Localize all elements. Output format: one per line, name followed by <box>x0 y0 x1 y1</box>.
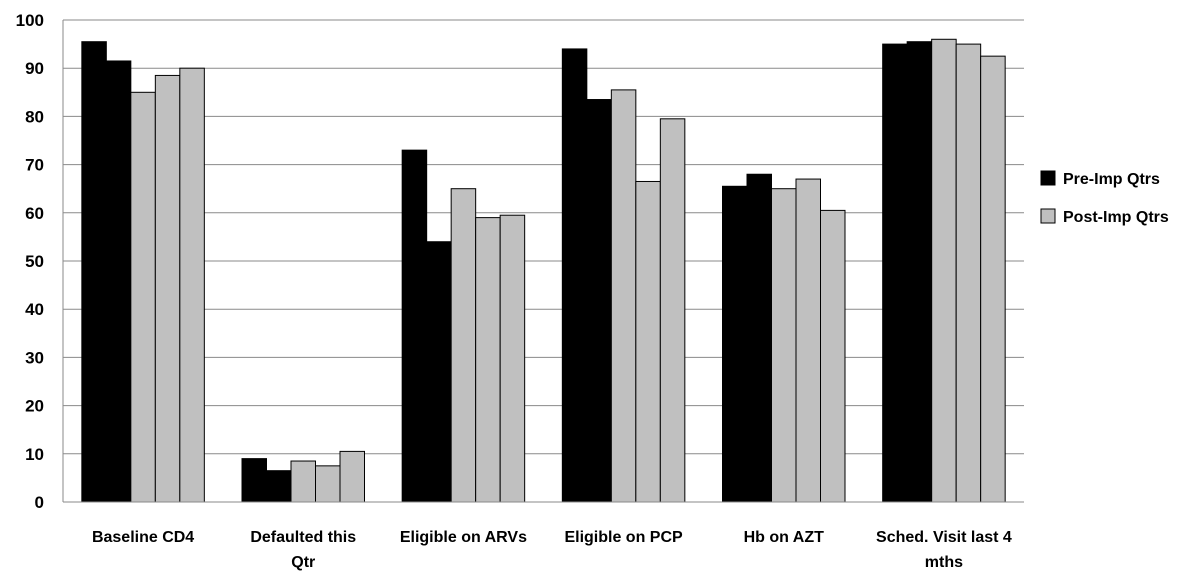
y-tick-label: 30 <box>25 348 44 367</box>
y-tick-label: 10 <box>25 445 44 464</box>
bar <box>820 209 846 503</box>
y-tick-label: 80 <box>25 107 44 126</box>
legend-swatch <box>1040 170 1056 186</box>
category-label: Qtr <box>291 554 315 571</box>
bar <box>475 217 501 503</box>
category-label: Sched. Visit last 4 <box>876 529 1012 546</box>
bar <box>179 67 205 503</box>
y-tick-label: 0 <box>35 493 44 512</box>
category-label: mths <box>925 554 963 571</box>
bar <box>339 450 365 503</box>
gridlines <box>63 19 1024 455</box>
bar <box>266 470 292 503</box>
axes <box>62 20 1024 503</box>
y-tick-label: 50 <box>25 252 44 271</box>
y-tick-label: 20 <box>25 397 44 416</box>
y-tick-label: 70 <box>25 156 44 175</box>
bar <box>722 185 748 503</box>
legend: Pre-Imp Qtrs Post-Imp Qtrs <box>1040 170 1169 226</box>
y-tick-label: 40 <box>25 300 44 319</box>
bar <box>290 460 316 503</box>
bar <box>401 149 428 503</box>
bar <box>450 188 477 503</box>
category-label: Eligible on ARVs <box>400 529 527 546</box>
bar <box>955 43 982 503</box>
bar <box>130 91 156 503</box>
y-tick-label: 100 <box>16 11 44 30</box>
bar <box>105 60 132 503</box>
bar <box>586 99 612 503</box>
bar <box>81 41 107 503</box>
bar <box>659 118 686 503</box>
bar <box>499 214 526 503</box>
bar <box>931 38 957 503</box>
bar <box>635 180 661 503</box>
bar <box>561 48 588 503</box>
bar <box>426 241 452 503</box>
bar <box>746 173 772 503</box>
bar <box>795 178 821 503</box>
bar <box>315 465 341 503</box>
y-axis-ticks: 0 10 20 30 40 50 60 70 80 90 100 <box>16 11 44 512</box>
bar <box>241 458 267 503</box>
category-label: Baseline CD4 <box>92 529 194 546</box>
category-labels: Baseline CD4 Defaulted this Qtr Eligible on… <box>92 529 1012 571</box>
bar <box>771 188 797 503</box>
bar <box>980 55 1006 503</box>
category-label: Defaulted this <box>250 529 356 546</box>
legend-label: Pre-Imp Qtrs <box>1063 171 1160 188</box>
y-tick-label: 90 <box>25 59 44 78</box>
bar <box>154 74 181 503</box>
legend-swatch <box>1040 208 1056 224</box>
y-tick-label: 60 <box>25 204 44 223</box>
bars <box>81 38 1006 503</box>
category-label: Eligible on PCP <box>564 529 683 546</box>
bar <box>882 43 908 503</box>
category-label: Hb on AZT <box>744 529 825 546</box>
bar <box>906 41 933 503</box>
bar <box>610 89 637 503</box>
legend-label: Post-Imp Qtrs <box>1063 209 1169 226</box>
